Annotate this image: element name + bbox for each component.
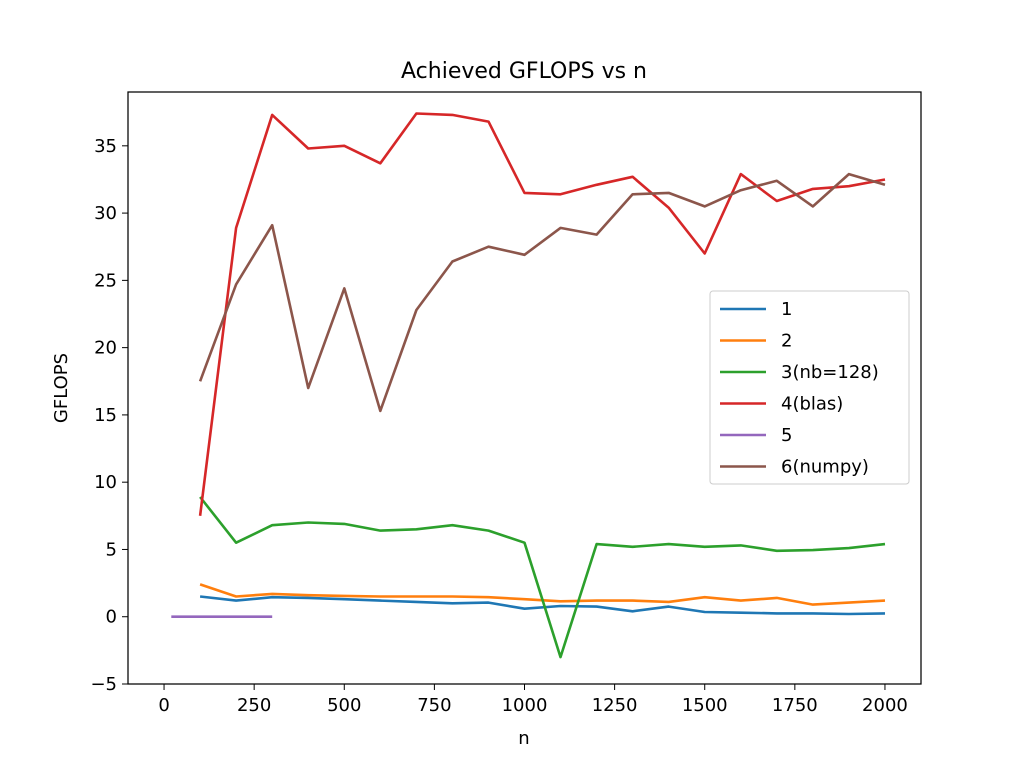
x-tick-label: 1500 (682, 695, 728, 716)
y-tick-label: 15 (94, 405, 117, 426)
x-axis: 0 250 500 750 1000 1250 1500 1750 2000 (158, 684, 908, 716)
legend-label: 6(numpy) (781, 457, 869, 478)
x-tick-label: 250 (237, 695, 271, 716)
legend: 1 2 3(nb=128) 4(blas) 5 6(numpy) (709, 290, 910, 485)
legend-label: 5 (781, 425, 792, 446)
y-tick-label: 0 (106, 607, 117, 628)
legend-label: 1 (781, 299, 792, 320)
x-tick-label: 1000 (502, 695, 548, 716)
y-axis: −5 0 5 10 15 20 25 30 35 (90, 136, 128, 695)
chart-title: Achieved GFLOPS vs n (401, 59, 647, 84)
y-tick-label: 20 (94, 338, 117, 359)
y-tick-label: 35 (94, 136, 117, 157)
x-tick-label: 1750 (772, 695, 818, 716)
x-tick-label: 0 (158, 695, 169, 716)
legend-box (709, 290, 910, 485)
y-tick-label: 10 (94, 472, 117, 493)
series-line-3 (199, 496, 886, 659)
y-axis-label: GFLOPS (51, 353, 72, 423)
y-tick-label: 5 (106, 539, 117, 560)
legend-label: 4(blas) (781, 394, 843, 415)
x-tick-label: 750 (417, 695, 451, 716)
x-tick-label: 500 (327, 695, 361, 716)
x-axis-label: n (518, 728, 529, 749)
y-tick-label: −5 (90, 674, 117, 695)
series-line-1 (199, 595, 886, 616)
series-line-4 (198, 112, 886, 516)
y-tick-label: 25 (94, 270, 117, 291)
x-tick-label: 2000 (862, 695, 908, 716)
legend-label: 3(nb=128) (781, 362, 879, 383)
y-tick-label: 30 (94, 203, 117, 224)
legend-label: 2 (781, 331, 792, 352)
series-lines (171, 112, 886, 659)
series-line-6 (198, 172, 886, 413)
x-tick-label: 1250 (592, 695, 638, 716)
